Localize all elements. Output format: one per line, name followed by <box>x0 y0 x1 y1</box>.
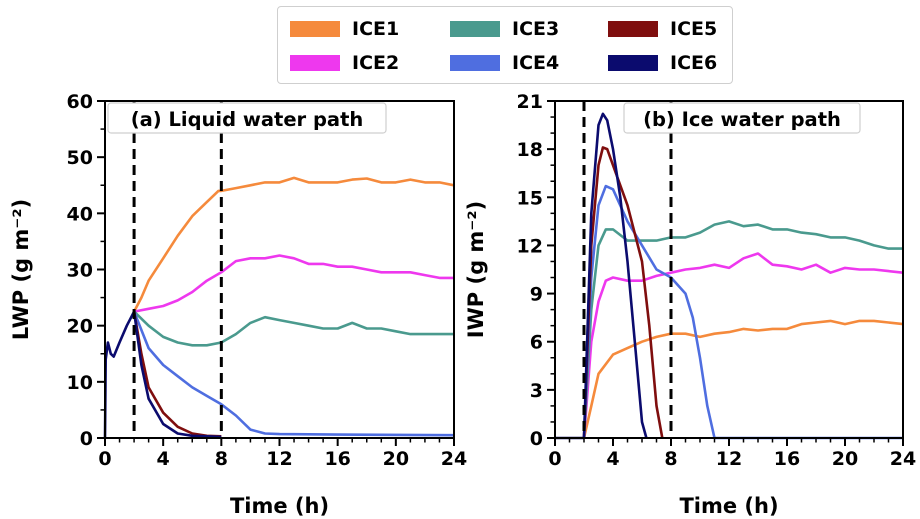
legend-entry-ice2: ICE2 <box>290 51 399 75</box>
p0-series-ice4 <box>132 311 455 437</box>
p1-series-ice3 <box>582 220 903 439</box>
p0-series-ice5 <box>132 311 222 438</box>
p0-panel-title: (a) Liquid water path <box>131 108 364 131</box>
legend-label-ice1: ICE1 <box>352 18 400 40</box>
legend-swatch-ice1 <box>290 21 340 37</box>
p1-xlabel: Time (h) <box>679 494 778 518</box>
p0-ytick-label-50: 50 <box>67 147 93 169</box>
legend-entry-ice3: ICE3 <box>450 17 559 41</box>
p1-ytick-label-18: 18 <box>517 139 543 161</box>
p1-ytick-label-21: 21 <box>517 91 543 113</box>
p1-xtick-label-24: 24 <box>890 448 916 470</box>
p1-series-ice6 <box>582 112 648 439</box>
p1-xtick-label-20: 20 <box>832 448 858 470</box>
p0-ylabel: LWP (g m⁻²) <box>9 199 33 340</box>
p0-xtick-label-8: 8 <box>215 448 228 470</box>
p1-ytick-label-9: 9 <box>530 284 543 306</box>
p1-xtick-label-4: 4 <box>606 448 619 470</box>
p1-xtick-label-12: 12 <box>716 448 742 470</box>
p0-xtick-label-16: 16 <box>324 448 350 470</box>
legend-label-ice2: ICE2 <box>352 52 400 74</box>
p1-series-ice2 <box>582 252 904 439</box>
legend-label-ice3: ICE3 <box>512 18 560 40</box>
legend-swatch-ice3 <box>450 21 500 37</box>
p0-xtick-label-24: 24 <box>441 448 467 470</box>
p1-ylabel: IWP (g m⁻²) <box>464 201 488 338</box>
p1-xtick-label-8: 8 <box>664 448 677 470</box>
legend-swatch-ice4 <box>450 55 500 71</box>
p0-xtick-label-0: 0 <box>98 448 111 470</box>
p0-ytick-label-30: 30 <box>67 260 93 282</box>
p1-xtick-label-16: 16 <box>774 448 800 470</box>
p1-panel-title: (b) Ice water path <box>643 108 841 131</box>
p1-panel-title-box <box>623 102 861 134</box>
p0-xlabel: Time (h) <box>230 494 329 518</box>
p0-xtick-label-4: 4 <box>157 448 170 470</box>
p1-ytick-label-15: 15 <box>517 187 543 209</box>
p1-xtick-label-0: 0 <box>548 448 561 470</box>
p0-xtick-label-20: 20 <box>383 448 409 470</box>
p1-series-ice4 <box>582 184 903 440</box>
p1-ytick-label-3: 3 <box>530 380 543 402</box>
p1-series-ice1 <box>582 319 904 439</box>
p0-ytick-label-0: 0 <box>80 428 93 450</box>
p0-series-ice2 <box>133 254 454 313</box>
legend: ICE1 ICE2 ICE3 ICE4 ICE5 ICE6 <box>277 6 733 84</box>
p0-series-ice3 <box>133 310 454 347</box>
legend-swatch-ice6 <box>608 55 658 71</box>
legend-entry-ice5: ICE5 <box>608 17 717 41</box>
p0-series-shared-spinup <box>103 311 136 439</box>
legend-entry-ice4: ICE4 <box>450 51 559 75</box>
legend-label-ice6: ICE6 <box>670 52 718 74</box>
p1-series-ice5 <box>582 146 664 439</box>
legend-swatch-ice2 <box>290 55 340 71</box>
p1-ytick-label-0: 0 <box>530 428 543 450</box>
panel-liquid-water-path: 0 4 8 12 16 20 24 0 10 20 30 40 50 60 Time (h) LWP (g m… <box>9 91 467 518</box>
p0-ytick-label-60: 60 <box>67 91 93 113</box>
p0-ytick-label-20: 20 <box>67 316 93 338</box>
p0-panel-title-box <box>107 102 387 134</box>
p0-xtick-label-12: 12 <box>266 448 292 470</box>
legend-swatch-ice5 <box>608 21 658 37</box>
panel-ice-water-path: 0 4 8 12 16 20 24 0 3 6 9 12 15 18 21 Time (h) IWP (g m⁻… <box>464 91 916 518</box>
p0-series-ice6 <box>132 311 222 439</box>
p0-ytick-label-40: 40 <box>67 203 93 225</box>
p0-ytick-label-10: 10 <box>67 372 93 394</box>
p0-series-ice1 <box>132 176 455 313</box>
p1-ytick-label-6: 6 <box>530 332 543 354</box>
legend-entry-ice1: ICE1 <box>290 17 399 41</box>
legend-entry-ice6: ICE6 <box>608 51 717 75</box>
legend-label-ice5: ICE5 <box>670 18 718 40</box>
p1-ytick-label-12: 12 <box>517 235 543 257</box>
legend-label-ice4: ICE4 <box>512 52 560 74</box>
